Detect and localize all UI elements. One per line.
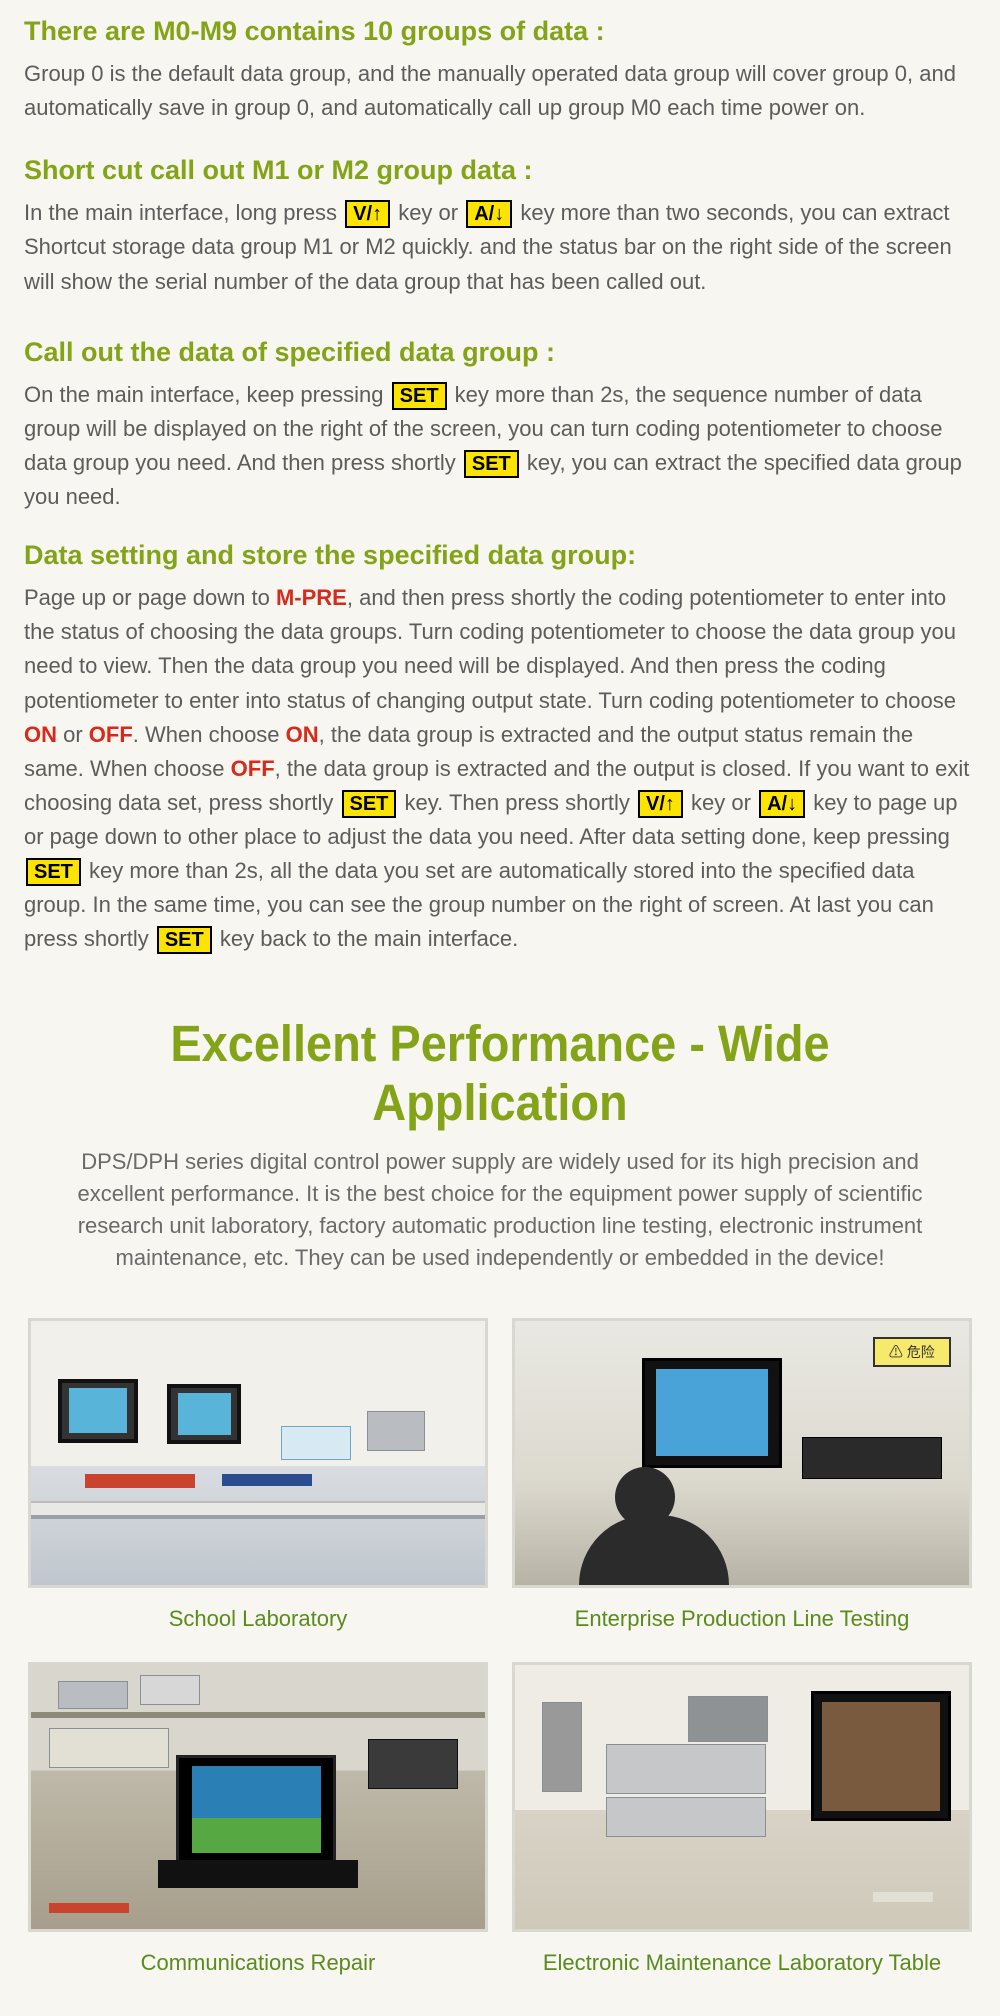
key-set: SET	[157, 926, 212, 954]
text: or	[57, 722, 89, 747]
text: On the main interface, keep pressing	[24, 382, 390, 407]
gallery-grid: School Laboratory ⚠ 危险 Enterprise Produc…	[24, 1318, 976, 1976]
key-set: SET	[26, 858, 81, 886]
key-a-down: A/↓	[466, 200, 512, 228]
gallery-image-lab	[28, 1318, 488, 1588]
section2-title: Short cut call out M1 or M2 group data :	[24, 153, 976, 188]
banner-body: DPS/DPH series digital control power sup…	[32, 1146, 968, 1274]
text: Page up or page down to	[24, 585, 276, 610]
document-body: There are M0-M9 contains 10 groups of da…	[0, 14, 1000, 2016]
gallery-caption: Enterprise Production Line Testing	[512, 1606, 972, 1632]
term-mpre: M-PRE	[276, 585, 347, 610]
section3-body: On the main interface, keep pressing SET…	[24, 378, 976, 514]
section3-title: Call out the data of specified data grou…	[24, 335, 976, 370]
text: key or	[392, 200, 464, 225]
text: key or	[685, 790, 757, 815]
banner: Excellent Performance - Wide Application…	[24, 1014, 976, 1274]
term-off: OFF	[231, 756, 275, 781]
key-set: SET	[392, 382, 447, 410]
key-set: SET	[342, 790, 397, 818]
key-set: SET	[464, 450, 519, 478]
gallery-caption: Communications Repair	[28, 1950, 488, 1976]
text: . When choose	[133, 722, 286, 747]
key-v-up: V/↑	[345, 200, 390, 228]
gallery-card-repair: Communications Repair	[28, 1662, 488, 1976]
term-off: OFF	[89, 722, 133, 747]
text: key back to the main interface.	[214, 926, 519, 951]
section4-body: Page up or page down to M-PRE, and then …	[24, 581, 976, 956]
gallery-card-factory: ⚠ 危险 Enterprise Production Line Testing	[512, 1318, 972, 1632]
gallery-caption: Electronic Maintenance Laboratory Table	[512, 1950, 972, 1976]
gallery-image-factory: ⚠ 危险	[512, 1318, 972, 1588]
key-a-down: A/↓	[759, 790, 805, 818]
gallery-card-lab: School Laboratory	[28, 1318, 488, 1632]
section1-title: There are M0-M9 contains 10 groups of da…	[24, 14, 976, 49]
term-on: ON	[286, 722, 319, 747]
gallery-caption: School Laboratory	[28, 1606, 488, 1632]
gallery-image-repair	[28, 1662, 488, 1932]
text: In the main interface, long press	[24, 200, 343, 225]
term-on: ON	[24, 722, 57, 747]
section1-body: Group 0 is the default data group, and t…	[24, 57, 976, 125]
section4-title: Data setting and store the specified dat…	[24, 538, 976, 573]
banner-title: Excellent Performance - Wide Application	[69, 1014, 930, 1132]
gallery-card-elec: Electronic Maintenance Laboratory Table	[512, 1662, 972, 1976]
danger-sign: ⚠ 危险	[873, 1337, 951, 1367]
text: key. Then press shortly	[398, 790, 636, 815]
key-v-up: V/↑	[638, 790, 683, 818]
gallery-image-elec	[512, 1662, 972, 1932]
section2-body: In the main interface, long press V/↑ ke…	[24, 196, 976, 298]
